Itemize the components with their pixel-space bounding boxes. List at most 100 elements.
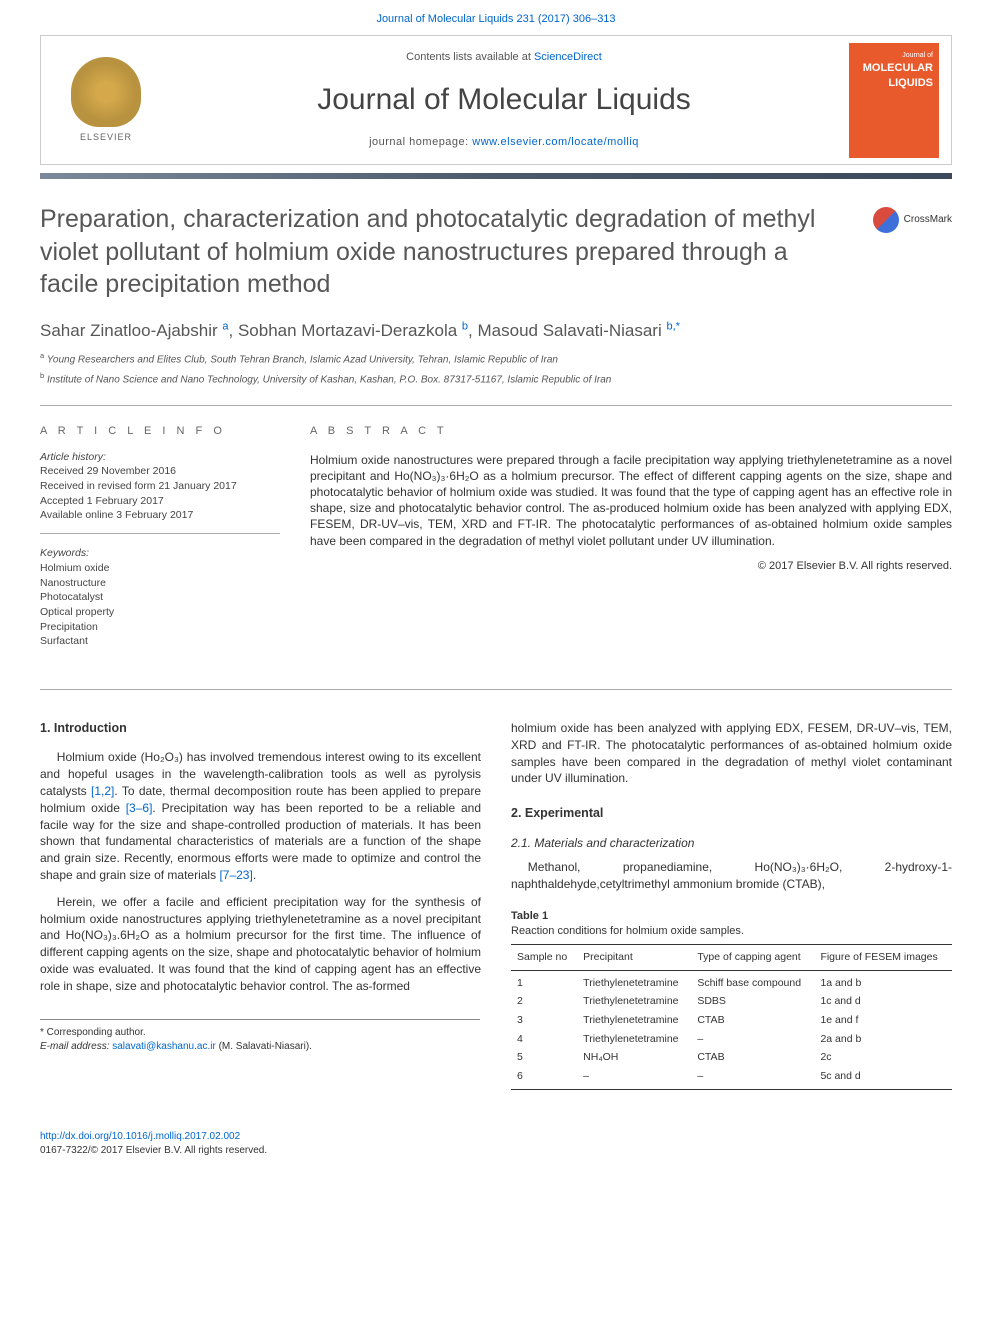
email-line: E-mail address: salavati@kashanu.ac.ir (…: [40, 1040, 480, 1054]
cell: 1a and b: [814, 970, 952, 992]
intro-p2: Herein, we offer a facile and efficient …: [40, 894, 481, 995]
elsevier-logo: ELSEVIER: [56, 45, 156, 155]
contents-line: Contents lists available at ScienceDirec…: [171, 50, 837, 65]
abstract-heading: A B S T R A C T: [310, 424, 952, 439]
corresponding-author-footer: * Corresponding author. E-mail address: …: [40, 1019, 480, 1054]
crossmark-text: CrossMark: [904, 213, 952, 227]
cell: 6: [511, 1067, 577, 1089]
th-figure: Figure of FESEM images: [814, 944, 952, 970]
homepage-link[interactable]: www.elsevier.com/locate/molliq: [472, 136, 639, 148]
th-capping: Type of capping agent: [691, 944, 814, 970]
divider: [40, 405, 952, 406]
cell: CTAB: [691, 1048, 814, 1067]
revised-date: Received in revised form 21 January 2017: [40, 479, 280, 494]
cell: 1e and f: [814, 1011, 952, 1030]
cell: 1c and d: [814, 992, 952, 1011]
article-info: A R T I C L E I N F O Article history: R…: [40, 424, 280, 671]
cell: Triethylenetetramine: [577, 992, 691, 1011]
author-1-aff: a: [222, 320, 228, 332]
cell: Triethylenetetramine: [577, 1011, 691, 1030]
cite-3[interactable]: [7–23]: [219, 868, 252, 882]
intro-heading: 1. Introduction: [40, 720, 481, 738]
email-name: (M. Salavati-Niasari).: [216, 1041, 312, 1052]
author-2: Sobhan Mortazavi-Derazkola: [238, 321, 457, 340]
table1-caption-text: Reaction conditions for holmium oxide sa…: [511, 925, 744, 937]
cell: 2c: [814, 1048, 952, 1067]
cell: 5c and d: [814, 1067, 952, 1089]
affiliation-b: b Institute of Nano Science and Nano Tec…: [40, 371, 952, 387]
cell: 5: [511, 1048, 577, 1067]
col2-p1: holmium oxide has been analyzed with app…: [511, 720, 952, 787]
article-info-heading: A R T I C L E I N F O: [40, 424, 280, 439]
homepage-label: journal homepage:: [369, 136, 472, 148]
journal-name: Journal of Molecular Liquids: [171, 79, 837, 121]
cell: 2: [511, 992, 577, 1011]
email-label: E-mail address:: [40, 1041, 112, 1052]
right-column: holmium oxide has been analyzed with app…: [511, 720, 952, 1090]
table-1: Sample no Precipitant Type of capping ag…: [511, 944, 952, 1090]
materials-p: Methanol, propanediamine, Ho(NO₃)₃·6H₂O,…: [511, 859, 952, 893]
table1-label: Table 1: [511, 909, 952, 924]
kw-3: Photocatalyst: [40, 590, 280, 605]
cite-1[interactable]: [1,2]: [91, 784, 114, 798]
elsevier-tree-icon: [71, 57, 141, 127]
cell: 2a and b: [814, 1030, 952, 1049]
kw-1: Holmium oxide: [40, 561, 280, 576]
accepted-date: Accepted 1 February 2017: [40, 494, 280, 509]
header-center: Contents lists available at ScienceDirec…: [171, 50, 837, 151]
table-row: 3 Triethylenetetramine CTAB 1e and f: [511, 1011, 952, 1030]
table-header-row: Sample no Precipitant Type of capping ag…: [511, 944, 952, 970]
journal-header: ELSEVIER Contents lists available at Sci…: [40, 35, 952, 165]
kw-5: Precipitation: [40, 620, 280, 635]
th-precipitant: Precipitant: [577, 944, 691, 970]
keywords-label: Keywords:: [40, 546, 280, 561]
sciencedirect-link[interactable]: ScienceDirect: [534, 51, 602, 63]
doi-link[interactable]: http://dx.doi.org/10.1016/j.molliq.2017.…: [40, 1131, 240, 1142]
cover-line3: LIQUIDS: [855, 76, 933, 91]
history-label: Article history:: [40, 450, 280, 465]
article-history: Article history: Received 29 November 20…: [40, 450, 280, 534]
cell: Schiff base compound: [691, 970, 814, 992]
cell: –: [691, 1067, 814, 1089]
author-2-aff: b: [462, 320, 468, 332]
th-sample: Sample no: [511, 944, 577, 970]
top-citation[interactable]: Journal of Molecular Liquids 231 (2017) …: [0, 0, 992, 35]
authors: Sahar Zinatloo-Ajabshir a, Sobhan Mortaz…: [40, 319, 952, 343]
crossmark-icon: [873, 207, 899, 233]
cite-2[interactable]: [3–6]: [126, 801, 153, 815]
table-row: 4 Triethylenetetramine – 2a and b: [511, 1030, 952, 1049]
cell: 1: [511, 970, 577, 992]
homepage-line: journal homepage: www.elsevier.com/locat…: [171, 135, 837, 150]
intro-p1: Holmium oxide (Ho₂O₃) has involved treme…: [40, 749, 481, 883]
crossmark-badge[interactable]: CrossMark: [873, 207, 952, 233]
corr-label: * Corresponding author.: [40, 1026, 480, 1040]
kw-6: Surfactant: [40, 634, 280, 649]
intro-p1d: .: [253, 868, 256, 882]
cell: CTAB: [691, 1011, 814, 1030]
issn-line: 0167-7322/© 2017 Elsevier B.V. All right…: [40, 1144, 952, 1158]
cell: –: [691, 1030, 814, 1049]
author-3: Masoud Salavati-Niasari: [478, 321, 662, 340]
cell: –: [577, 1067, 691, 1089]
email-link[interactable]: salavati@kashanu.ac.ir: [112, 1041, 216, 1052]
publisher-name: ELSEVIER: [80, 131, 132, 144]
cell: Triethylenetetramine: [577, 1030, 691, 1049]
aff-b-text: Institute of Nano Science and Nano Techn…: [47, 374, 611, 385]
experimental-heading: 2. Experimental: [511, 805, 952, 823]
table-row: 2 Triethylenetetramine SDBS 1c and d: [511, 992, 952, 1011]
kw-4: Optical property: [40, 605, 280, 620]
cell: SDBS: [691, 992, 814, 1011]
journal-cover: Journal of MOLECULAR LIQUIDS: [849, 43, 939, 158]
cover-line1: Journal of: [855, 51, 933, 61]
left-column: 1. Introduction Holmium oxide (Ho₂O₃) ha…: [40, 720, 481, 1090]
aff-a-text: Young Researchers and Elites Club, South…: [47, 354, 558, 365]
article-title: Preparation, characterization and photoc…: [40, 203, 853, 301]
keywords-block: Keywords: Holmium oxide Nanostructure Ph…: [40, 546, 280, 659]
cell: NH₄OH: [577, 1048, 691, 1067]
abstract-text: Holmium oxide nanostructures were prepar…: [310, 452, 952, 549]
online-date: Available online 3 February 2017: [40, 508, 280, 523]
table-row: 6 – – 5c and d: [511, 1067, 952, 1089]
abstract-column: A B S T R A C T Holmium oxide nanostruct…: [310, 424, 952, 671]
cell: 4: [511, 1030, 577, 1049]
table-row: 1 Triethylenetetramine Schiff base compo…: [511, 970, 952, 992]
